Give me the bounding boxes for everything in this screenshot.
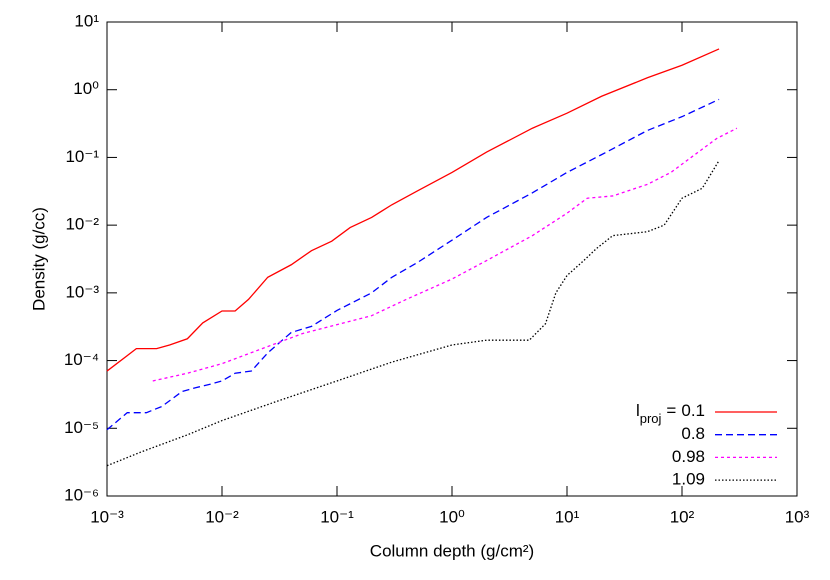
- data-line: [106, 160, 720, 467]
- legend-relation: =: [666, 401, 676, 420]
- y-tick-label: 10⁻³: [65, 282, 99, 301]
- y-tick-label: 10⁰: [73, 79, 99, 98]
- x-tick-label: 10¹: [555, 507, 580, 526]
- x-tick-label: 10⁰: [439, 507, 465, 526]
- y-tick-label: 10⁻⁴: [64, 350, 99, 369]
- x-axis-label: Column depth (g/cm²): [370, 541, 534, 560]
- x-tick-label: 10⁻³: [90, 507, 124, 526]
- y-tick-label: 10⁻⁶: [64, 485, 99, 504]
- data-line: [106, 98, 720, 431]
- legend-label: 0.1: [681, 401, 705, 420]
- x-tick-label: 10⁻¹: [320, 507, 354, 526]
- legend-symbol: l: [636, 401, 640, 420]
- legend-label: 0.98: [672, 447, 705, 466]
- y-axis-label: Density (g/cc): [29, 207, 48, 311]
- legend-label: 1.09: [672, 470, 705, 489]
- data-line: [152, 127, 738, 382]
- y-tick-label: 10⁻¹: [65, 147, 99, 166]
- y-tick-label: 10¹: [74, 11, 99, 30]
- y-tick-label: 10⁻²: [65, 215, 99, 234]
- y-tick-label: 10⁻⁵: [64, 418, 99, 437]
- legend-entry: lproj = 0.1: [636, 401, 705, 425]
- legend-label: 0.8: [681, 424, 705, 443]
- x-tick-label: 10⁻²: [205, 507, 239, 526]
- x-tick-label: 10²: [670, 507, 695, 526]
- x-tick-label: 10³: [785, 507, 810, 526]
- legend-subscript: proj: [640, 411, 662, 426]
- data-line: [106, 48, 720, 372]
